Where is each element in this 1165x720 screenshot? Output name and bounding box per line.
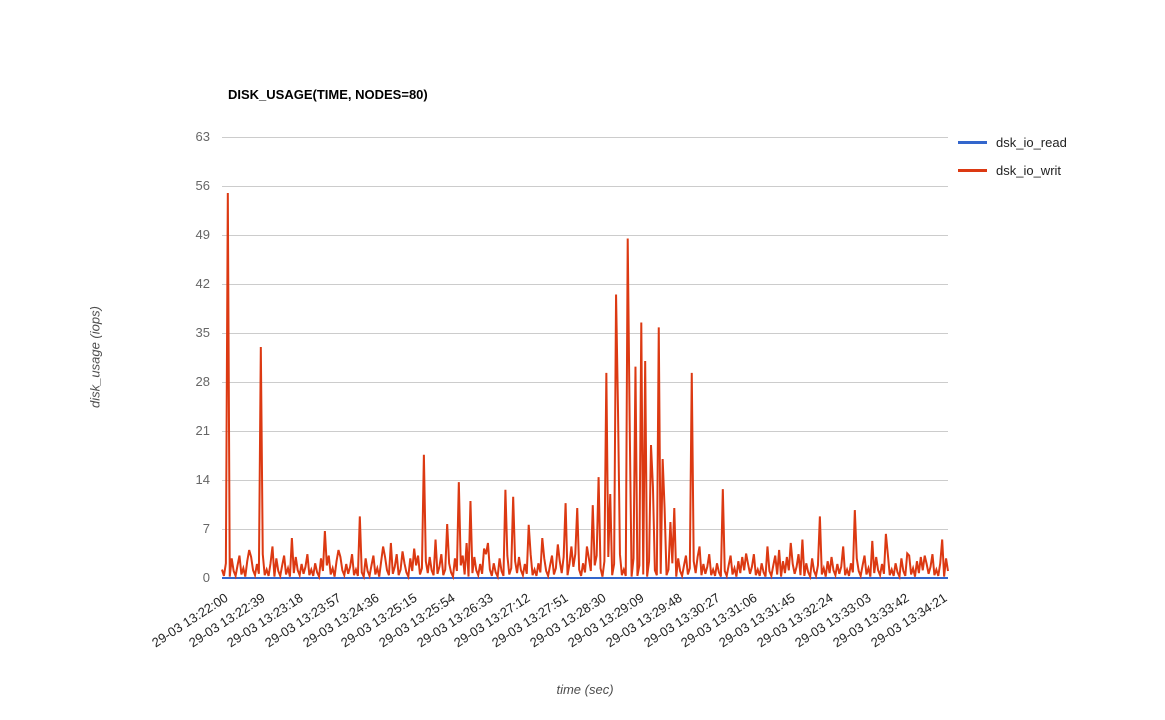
y-tick-label: 14: [195, 472, 210, 487]
gridline: [222, 430, 948, 432]
y-axis-title: disk_usage (iops): [87, 306, 103, 408]
y-tick-label: 21: [195, 423, 210, 438]
chart-title: DISK_USAGE(TIME, NODES=80): [228, 87, 428, 102]
gridline: [222, 185, 948, 187]
legend-line-marker-writ-icon: [958, 168, 987, 172]
legend-item-dsk-io-writ: dsk_io_writ: [958, 160, 1067, 180]
gridline: [222, 479, 948, 481]
y-tick-label: 56: [195, 178, 210, 193]
gridline: [222, 381, 948, 383]
series-line-dsk_io_writ: [221, 192, 949, 581]
gridline: [222, 528, 948, 530]
y-tick-label: 49: [195, 227, 210, 242]
legend-line-marker-read-icon: [958, 140, 987, 144]
y-tick-label: 7: [202, 521, 210, 536]
legend-label: dsk_io_writ: [996, 162, 1062, 178]
y-tick-label: 0: [202, 570, 210, 585]
gridline: [222, 332, 948, 334]
x-axis-title: time (sec): [556, 682, 614, 697]
y-tick-label: 28: [195, 374, 210, 389]
y-tick-label: 35: [195, 325, 210, 340]
y-tick-label: 63: [195, 129, 210, 144]
legend-item-dsk-io-read: dsk_io_read: [958, 132, 1067, 152]
series-canvas: [221, 192, 949, 581]
gridline: [222, 283, 948, 285]
legend-label: dsk_io_read: [996, 134, 1067, 150]
gridline: [222, 234, 948, 236]
gridline: [222, 136, 948, 138]
y-tick-label: 42: [195, 276, 210, 291]
plot-area: 0 7 14 21 28 35 42 49 56 63 29-03 13:22:00 29-03 13…: [149, 129, 950, 650]
legend: dsk_io_read dsk_io_writ: [958, 132, 1067, 188]
